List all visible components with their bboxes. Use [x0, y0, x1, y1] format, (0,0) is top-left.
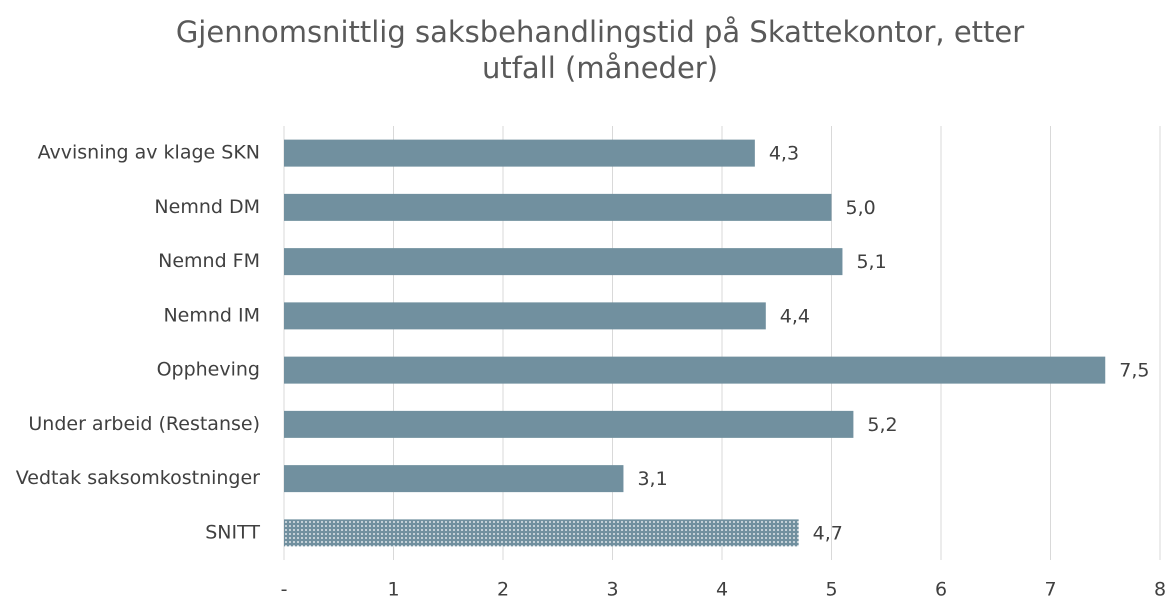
- data-label: 7,5: [1119, 360, 1149, 382]
- x-tick-label: 6: [935, 579, 947, 598]
- bar: [284, 302, 766, 330]
- data-label: 3,1: [637, 468, 667, 490]
- bar: [284, 248, 843, 276]
- x-tick-label: 3: [606, 579, 618, 598]
- x-tick-label: 4: [716, 579, 728, 598]
- bar: [284, 465, 624, 493]
- y-tick-label: Nemnd DM: [154, 196, 260, 218]
- data-label: 5,1: [856, 251, 886, 273]
- bar: [284, 193, 832, 221]
- bar: [284, 356, 1106, 384]
- x-tick-label: 1: [387, 579, 399, 598]
- bar: [284, 519, 799, 547]
- x-tick-label: 5: [825, 579, 837, 598]
- y-tick-label: Oppheving: [157, 359, 260, 381]
- data-label: 5,2: [867, 414, 897, 436]
- data-label: 4,3: [769, 143, 799, 165]
- data-label: 4,7: [813, 522, 843, 544]
- y-tick-label: Avvisning av klage SKN: [38, 142, 260, 164]
- x-tick-label: -: [281, 579, 288, 598]
- y-tick-label: Under arbeid (Restanse): [28, 413, 260, 435]
- x-tick-label: 7: [1044, 579, 1056, 598]
- data-label: 5,0: [846, 197, 876, 219]
- bar: [284, 410, 854, 438]
- y-tick-label: Nemnd FM: [158, 250, 260, 272]
- y-tick-label: SNITT: [205, 521, 260, 543]
- y-tick-label: Nemnd IM: [163, 304, 260, 326]
- x-tick-label: 8: [1154, 579, 1166, 598]
- y-tick-label: Vedtak saksomkostninger: [16, 467, 260, 489]
- bar: [284, 139, 755, 167]
- data-label: 4,4: [780, 305, 810, 327]
- x-tick-label: 2: [497, 579, 509, 598]
- chart-title: Gjennomsnittlig saksbehandlingstid på Sk…: [175, 15, 1025, 85]
